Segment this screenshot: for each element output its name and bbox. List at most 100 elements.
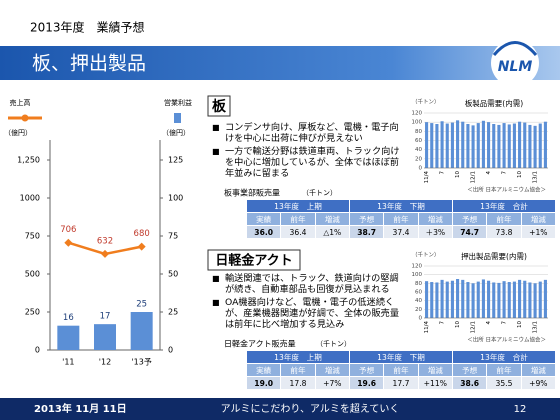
point [101,249,109,258]
source-note: ＜出所 日本アルミニウム協会＞ [467,186,546,194]
table-cell: 増減 [314,212,350,226]
table-cell: 増減 [520,212,557,226]
x-tick-label: 11/4 [424,171,430,184]
bar [487,122,491,168]
x-tick-label: '11 [62,358,74,367]
y-tick-label: 20 [415,307,422,313]
bullet: 輸送関連では、トラック、鉄道向けの堅調が続き、自動車部品も回復が見込まれる [212,273,404,295]
bullets: 輸送関連では、トラック、鉄道向けの堅調が続き、自動車部品も回復が見込まれるOA機… [212,273,404,332]
bar [471,125,475,168]
y-tick-label: 500 [25,270,40,279]
chart-title: 押出製品需要(内需) [461,251,527,261]
bar [492,124,496,168]
y-tick-label: 0 [35,346,40,355]
data-label: 17 [100,312,111,322]
bullet: OA機器向けなど、電機・電子の低迷続くが、産業機器関連が好調で、全体の販売量は前… [212,297,404,330]
bar [523,280,527,318]
x-tick-label: 10 [517,171,523,178]
table-cell: 19.0 [245,376,282,390]
bar [450,280,454,318]
bar [425,122,429,168]
point [64,238,73,247]
table-cell: 38.6 [451,376,488,390]
table-cell: 19.6 [348,376,385,390]
table-cell: +7% [314,376,350,390]
table-cell: 予想 [348,363,385,377]
table-cell: 13年度 下期 [348,350,453,364]
footer-bar [0,398,560,420]
table-cell: 増減 [417,212,453,226]
bar [435,282,439,318]
x-tick-label: 7 [502,171,508,175]
y-tick-label: 40 [415,298,422,304]
table-cell: 前年 [280,212,316,226]
bar [523,122,527,168]
bar [466,282,470,318]
bar [543,121,547,168]
bar [538,123,542,168]
table-cell: 74.7 [451,225,488,239]
y-tick-label: 1000 [20,194,40,203]
source-note: ＜出所 日本アルミニウム協会＞ [467,336,546,344]
bullets: コンデンサ向け、厚板など、電機・電子向けを中心に出荷に伸びが見えない一方で輸送分… [212,122,404,181]
x-tick-label: 4 [486,321,492,325]
bar [502,123,506,168]
table-cell: 増減 [417,363,453,377]
bar [471,283,475,318]
y-tick-label: 60 [415,290,422,296]
table-cell: △1% [314,225,350,239]
table-cell: +9% [520,376,557,390]
table-cell: 実績 [245,212,282,226]
bar [425,281,429,318]
legend-swatch [21,114,29,122]
table-cell: 予想 [451,363,488,377]
table-cell: 予想 [451,212,488,226]
bar [440,279,444,318]
footer-slogan: アルミにこだわり、アルミを超えていく [221,402,400,415]
page-number: 12 [514,404,527,415]
table-cell: 予想 [348,212,385,226]
table-cell: 38.7 [348,225,385,239]
table-cell: 36.4 [280,225,316,239]
y-tick-label: 1,250 [17,156,40,165]
x-tick-label: 13/1 [533,321,539,333]
bar [440,121,444,168]
y-tick-label: 60 [415,138,422,144]
data-label: 706 [60,225,76,235]
bar [476,281,480,318]
logo: NLM [498,59,533,75]
table-cell: 前年 [383,212,419,226]
table-cell: 増減 [314,363,350,377]
x-tick-label: 7 [440,321,446,325]
title-bar [0,46,560,80]
subtitle: 2013年度 業績予想 [30,20,145,35]
y-tick-label: 20 [415,156,422,162]
bar [435,124,439,168]
table-title: 日軽金アクト販売量 [224,339,296,349]
x-tick-label: 13/1 [533,171,539,183]
bar [481,279,485,318]
table-cell: 前年 [486,212,522,226]
table-unit: （千トン） [316,339,351,348]
sales-table: 13年度 上期 13年度 下期 13年度 合計 実績 前年 増減 予想 前年 増減 予想 前年 増減 1… [245,350,557,390]
logo-circle [491,39,539,87]
bar [512,123,516,168]
bar [445,123,449,168]
table-cell: 17.8 [280,376,316,390]
table-title: 板事業部販売量 [224,188,280,198]
y-tick-label: 0 [419,166,423,172]
x-tick-label: 12/1 [471,321,477,333]
logo-arc [492,41,538,56]
y-tick-label: 120 [412,111,423,117]
data-label: 16 [63,313,74,323]
bar [487,280,491,318]
y2-tick-label: 0 [168,346,173,355]
y-tick-label: 250 [25,308,40,317]
bar [497,124,501,168]
bar [528,282,532,318]
x-tick-label: 10 [455,171,461,178]
bar [518,121,522,168]
table-cell: 13年度 合計 [451,350,557,364]
